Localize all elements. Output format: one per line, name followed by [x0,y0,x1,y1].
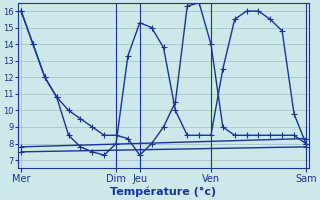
X-axis label: Température (°c): Température (°c) [110,187,217,197]
